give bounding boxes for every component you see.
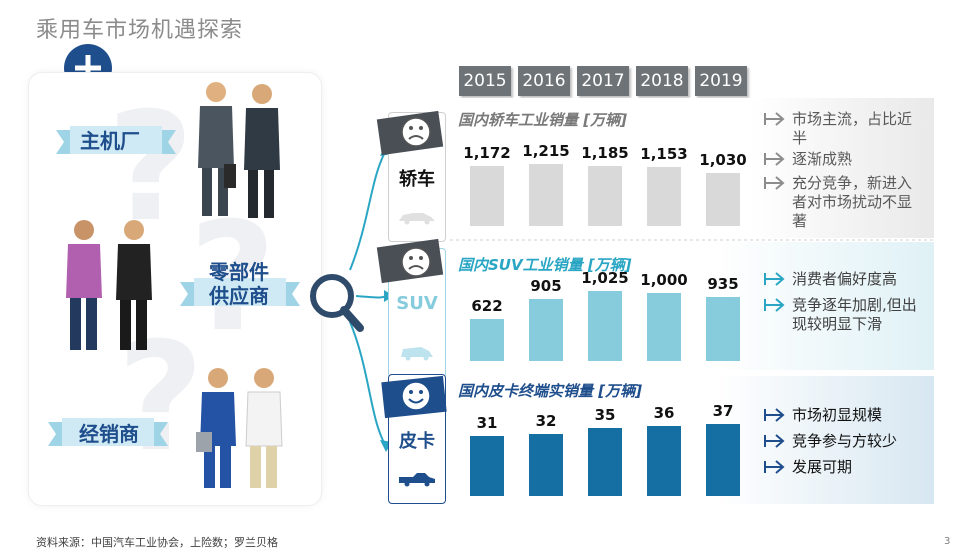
question-mark-decoration: ? bbox=[107, 81, 195, 255]
sedan-label: 轿车 bbox=[399, 169, 435, 190]
pickup-chart-title: 国内皮卡终端实销量 [万辆] bbox=[458, 382, 642, 400]
role-supplier: 零部件 供应商 bbox=[209, 260, 269, 308]
businessmen-illustration bbox=[198, 82, 280, 218]
page-number: 3 bbox=[944, 536, 951, 547]
sedan-bullet-2-text: 逐渐成熟 bbox=[792, 150, 853, 168]
year-tab-2016: 2016 bbox=[518, 66, 570, 96]
role-oem-label: 主机厂 bbox=[80, 129, 140, 153]
role-oem: 主机厂 bbox=[55, 125, 165, 154]
year-tab-2018: 2018 bbox=[636, 66, 688, 96]
arrow-right-icon bbox=[764, 112, 785, 126]
suv-card: SUV bbox=[376, 238, 446, 378]
pickup-bullet-1-text: 市场初显规模 bbox=[792, 406, 883, 424]
suv-bullet-2-text: 竞争逐年加剧,但出现较明显下滑 bbox=[792, 296, 917, 333]
sad-face-icon bbox=[401, 247, 431, 277]
mechanics-illustration bbox=[196, 368, 283, 488]
sedan-bullet-3-text: 充分竞争，新进入者对市场扰动不显著 bbox=[792, 174, 913, 230]
year-tab-2015: 2015 bbox=[459, 66, 511, 96]
ribbon-dealer bbox=[48, 418, 168, 446]
ribbon-oem bbox=[56, 126, 176, 154]
arrow-right-icon bbox=[764, 434, 785, 448]
arrow-right-icon bbox=[764, 408, 785, 422]
arrow-right-icon bbox=[764, 176, 785, 190]
ribbon-supplier bbox=[180, 278, 300, 306]
happy-face-icon bbox=[401, 381, 431, 411]
suv-bullet-1-text: 消费者偏好度高 bbox=[792, 270, 898, 288]
pickup-label: 皮卡 bbox=[399, 431, 435, 452]
arrow-right-icon bbox=[764, 152, 785, 166]
suv-label: SUV bbox=[396, 293, 438, 314]
page-title: 乘用车市场机遇探索 bbox=[36, 18, 244, 43]
suv-car-icon bbox=[401, 347, 433, 361]
arrow-right-icon bbox=[764, 272, 785, 286]
source-footnote: 资料来源：中国汽车工业协会，上险数；罗兰贝格 bbox=[36, 536, 278, 549]
sedan-chart-title: 国内轿车工业销量 [万辆] bbox=[458, 111, 627, 129]
arrow-right-icon bbox=[764, 460, 785, 474]
sedan-bullet-1-text: 市场主流，占比近半 bbox=[792, 110, 913, 147]
supplier-people-illustration bbox=[66, 220, 152, 350]
sad-face-icon bbox=[401, 117, 431, 147]
year-tab-2017: 2017 bbox=[577, 66, 629, 96]
pickup-truck-icon bbox=[399, 473, 435, 487]
magnifier-icon bbox=[310, 274, 364, 332]
pickup-card: 皮卡 bbox=[381, 374, 447, 504]
arrow-right-icon bbox=[764, 298, 785, 312]
sedan-card: 轿车 bbox=[376, 110, 446, 242]
pickup-bullet-3-text: 发展可期 bbox=[792, 458, 853, 476]
sedan-car-icon bbox=[399, 213, 435, 225]
pickup-bullet-2-text: 竞争参与方较少 bbox=[792, 432, 898, 450]
dotted-divider bbox=[450, 239, 934, 241]
role-dealer: 经销商 bbox=[79, 422, 139, 446]
suv-chart-title: 国内SUV工业销量 [万辆] bbox=[458, 256, 632, 274]
question-mark-decoration: ? bbox=[117, 311, 205, 485]
year-tab-2019: 2019 bbox=[695, 66, 747, 96]
